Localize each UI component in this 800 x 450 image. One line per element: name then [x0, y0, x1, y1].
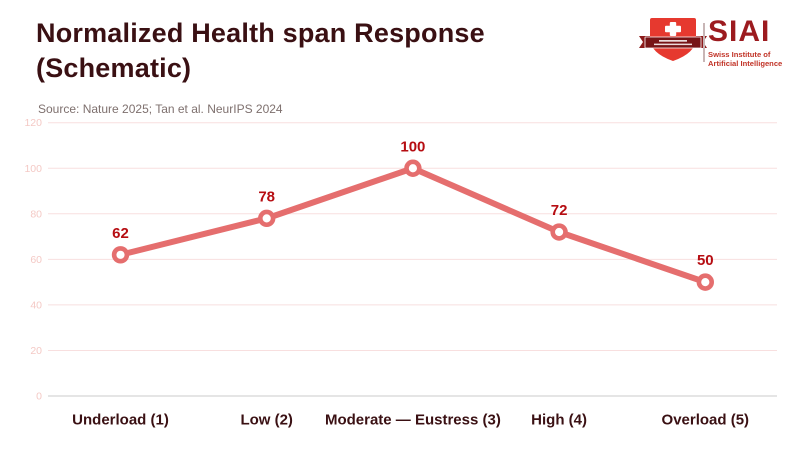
- ribbon-text-line1: [659, 40, 687, 42]
- data-point-marker: [550, 223, 568, 241]
- y-tick-label: 100: [24, 163, 42, 175]
- y-tick-label: 80: [30, 208, 42, 220]
- page-title-line2: (Schematic): [36, 53, 192, 84]
- series-line: [117, 165, 709, 286]
- source-note: Source: Nature 2025; Tan et al. NeurIPS …: [38, 102, 283, 116]
- data-point-label: 50: [697, 252, 714, 269]
- logo-text: SIAI Swiss Institute of Artificial Intel…: [708, 17, 782, 69]
- x-axis-label: Overload (5): [662, 412, 750, 429]
- data-point-label: 72: [551, 202, 568, 219]
- y-tick-label: 60: [30, 254, 42, 266]
- data-point-marker: [111, 246, 130, 264]
- y-tick-label: 120: [24, 117, 42, 129]
- y-tick-label: 0: [36, 391, 42, 403]
- ribbon-banner: [644, 36, 702, 49]
- data-point-label: 78: [258, 188, 275, 205]
- x-axis-label: High (4): [531, 412, 587, 429]
- data-point-label: 62: [112, 225, 129, 242]
- x-axis-label: Low (2): [240, 412, 293, 429]
- x-axis-label: Underload (1): [72, 412, 169, 429]
- swiss-shield-icon: [639, 18, 707, 61]
- data-point-marker: [404, 159, 422, 177]
- data-point-label: 100: [400, 138, 425, 155]
- siai-logo: SIAI Swiss Institute of Artificial Intel…: [637, 15, 797, 69]
- ribbon-text-line2: [654, 43, 692, 46]
- data-point-marker: [696, 273, 714, 291]
- page-title-line1: Normalized Health span Response: [36, 18, 485, 48]
- logo-tagline-line1: Swiss Institute of: [708, 50, 771, 59]
- logo-name: SIAI: [708, 15, 771, 48]
- shield-cross-h: [665, 25, 681, 33]
- page-title: Normalized Health span Response (Schemat…: [36, 16, 485, 86]
- x-axis-label: Moderate — Eustress (3): [325, 412, 501, 429]
- y-tick-label: 20: [30, 345, 42, 357]
- data-point-marker: [258, 209, 276, 228]
- y-tick-label: 40: [30, 299, 42, 311]
- logo-tagline-line2: Artificial Intelligence: [708, 59, 783, 69]
- logo-divider: [703, 23, 705, 62]
- logo-tagline: Swiss Institute of Artificial Intelligen…: [708, 50, 782, 69]
